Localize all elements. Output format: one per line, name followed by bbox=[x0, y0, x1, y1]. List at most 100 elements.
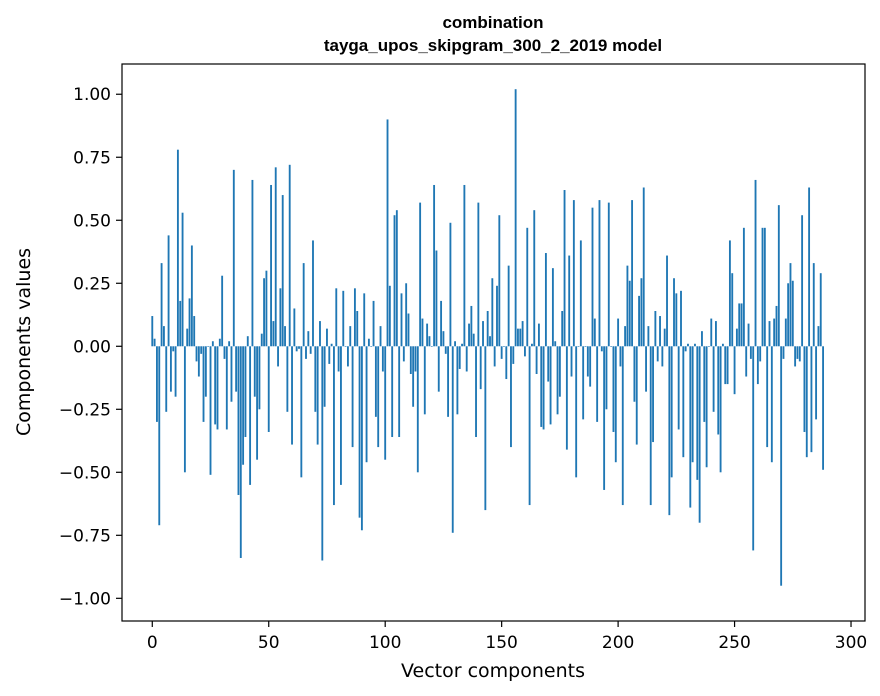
bar bbox=[680, 290, 682, 347]
bar bbox=[789, 263, 792, 347]
y-axis-ticks: 1.00 0.75 0.50 0.25 0.00 −0.25 −0.50 −0.75 −1.00 bbox=[59, 85, 122, 609]
bar bbox=[312, 240, 314, 347]
y-tick-label: −1.00 bbox=[59, 589, 111, 609]
x-axis-ticks: 0 50 100 150 200 250 300 bbox=[147, 621, 867, 653]
bar bbox=[733, 346, 736, 395]
bar bbox=[188, 298, 191, 347]
bar bbox=[770, 346, 773, 463]
bar bbox=[715, 321, 717, 347]
bar bbox=[279, 288, 282, 347]
bar bbox=[803, 346, 806, 432]
bar bbox=[691, 346, 694, 463]
bar bbox=[528, 346, 531, 506]
bar bbox=[708, 346, 710, 347]
bar bbox=[661, 346, 664, 367]
bar bbox=[498, 215, 501, 347]
bar bbox=[640, 278, 643, 347]
bar bbox=[724, 346, 727, 385]
bar bbox=[579, 240, 582, 347]
bar bbox=[449, 222, 452, 347]
bar bbox=[153, 338, 156, 347]
bar bbox=[624, 326, 627, 347]
bar bbox=[628, 280, 631, 347]
bar bbox=[682, 346, 685, 458]
bar bbox=[577, 346, 580, 347]
bar bbox=[426, 323, 429, 347]
bar bbox=[482, 321, 484, 347]
bar bbox=[347, 346, 349, 367]
bar bbox=[384, 346, 387, 460]
bar bbox=[605, 346, 608, 410]
bar bbox=[544, 253, 547, 347]
bar bbox=[703, 346, 706, 422]
bar bbox=[333, 346, 335, 506]
bar bbox=[225, 346, 228, 430]
bar bbox=[230, 346, 233, 402]
bar bbox=[295, 346, 298, 352]
bar bbox=[586, 346, 589, 377]
bar bbox=[281, 195, 284, 347]
bar bbox=[190, 245, 193, 347]
bar bbox=[649, 346, 652, 506]
bar bbox=[379, 326, 382, 347]
bar bbox=[360, 346, 363, 531]
bar bbox=[701, 331, 703, 347]
bar bbox=[698, 346, 701, 523]
bar bbox=[717, 346, 720, 435]
x-tick-label: 250 bbox=[718, 633, 750, 653]
bar bbox=[712, 346, 715, 412]
bar bbox=[419, 202, 422, 347]
bar bbox=[176, 149, 179, 347]
bar bbox=[794, 346, 797, 367]
bar bbox=[451, 346, 454, 533]
bar bbox=[340, 346, 342, 485]
bar bbox=[752, 346, 755, 551]
bar bbox=[204, 346, 207, 397]
bar bbox=[228, 341, 231, 347]
y-tick-label: 0.25 bbox=[73, 274, 111, 294]
bar bbox=[158, 346, 161, 526]
bar bbox=[265, 270, 268, 347]
y-axis-label: Components values bbox=[13, 248, 35, 436]
chart-title: combination bbox=[442, 13, 543, 32]
bar bbox=[298, 346, 300, 349]
bar bbox=[326, 328, 328, 347]
bar bbox=[510, 346, 512, 448]
bar bbox=[409, 346, 412, 374]
bar bbox=[738, 303, 741, 347]
bar bbox=[479, 346, 482, 390]
bar bbox=[593, 318, 596, 347]
bar bbox=[796, 346, 799, 359]
bar bbox=[263, 278, 266, 347]
bar bbox=[456, 346, 459, 415]
bar bbox=[631, 200, 634, 347]
x-tick-label: 200 bbox=[602, 633, 634, 653]
bar bbox=[160, 263, 163, 347]
bar bbox=[209, 346, 212, 475]
bar bbox=[558, 346, 561, 397]
bar bbox=[773, 318, 776, 347]
bar bbox=[684, 346, 687, 352]
bars-group bbox=[151, 89, 824, 586]
bar bbox=[437, 346, 440, 392]
bar bbox=[735, 328, 738, 347]
bar bbox=[635, 346, 638, 445]
bar bbox=[526, 227, 529, 347]
bar bbox=[514, 89, 517, 347]
bar bbox=[598, 200, 601, 347]
bar bbox=[232, 169, 235, 347]
bar bbox=[493, 346, 496, 367]
bar bbox=[652, 346, 654, 443]
bar bbox=[374, 346, 377, 417]
bar bbox=[321, 346, 324, 561]
bar bbox=[423, 346, 426, 415]
bar bbox=[798, 346, 801, 362]
bar bbox=[200, 346, 203, 354]
x-tick-label: 50 bbox=[258, 633, 280, 653]
bar bbox=[179, 300, 182, 347]
y-tick-label: 1.00 bbox=[73, 85, 111, 105]
bar bbox=[761, 227, 764, 347]
bar bbox=[619, 346, 622, 367]
bar bbox=[486, 311, 489, 347]
